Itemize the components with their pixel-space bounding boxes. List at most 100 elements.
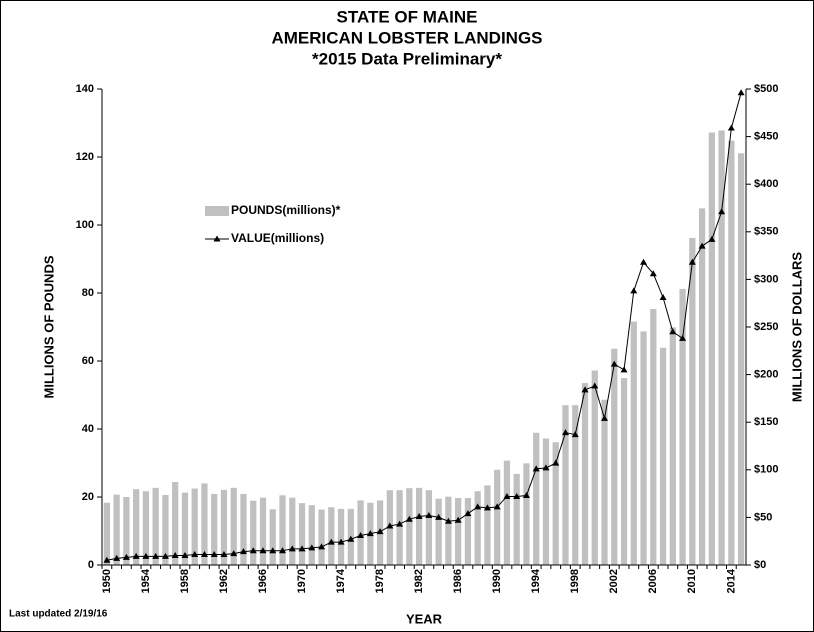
y2-tick-label: $300 bbox=[754, 273, 778, 285]
bar bbox=[464, 498, 472, 565]
footnote: Last updated 2/19/16 bbox=[9, 609, 108, 620]
bar bbox=[572, 405, 579, 565]
value-marker bbox=[601, 414, 609, 421]
value-marker bbox=[464, 510, 472, 517]
bar bbox=[162, 494, 169, 565]
value-marker bbox=[659, 293, 667, 300]
x-tick-label: 1970 bbox=[296, 569, 308, 593]
x-tick-label: 2006 bbox=[647, 569, 659, 593]
value-marker bbox=[620, 366, 628, 373]
value-marker bbox=[269, 547, 277, 554]
bar bbox=[523, 463, 530, 565]
bar bbox=[181, 492, 189, 565]
bar bbox=[396, 490, 403, 565]
value-marker bbox=[396, 520, 404, 527]
bar bbox=[630, 321, 637, 565]
bar bbox=[445, 496, 452, 565]
value-marker bbox=[571, 431, 579, 438]
value-marker bbox=[191, 551, 199, 558]
bar bbox=[689, 237, 696, 566]
value-marker bbox=[122, 553, 130, 560]
value-marker bbox=[288, 545, 296, 552]
value-marker bbox=[171, 551, 179, 558]
bar bbox=[552, 442, 559, 565]
value-marker bbox=[357, 531, 365, 538]
value-marker bbox=[532, 465, 540, 472]
value-marker bbox=[318, 543, 326, 550]
bar bbox=[113, 494, 120, 565]
bar bbox=[533, 432, 540, 565]
x-tick-label: 1982 bbox=[413, 569, 425, 593]
value-marker bbox=[669, 328, 677, 335]
bar bbox=[650, 308, 657, 565]
value-marker bbox=[230, 550, 238, 557]
bar bbox=[435, 498, 442, 565]
value-marker bbox=[679, 334, 687, 341]
value-marker bbox=[610, 360, 618, 367]
bar bbox=[611, 348, 618, 565]
value-marker bbox=[542, 464, 550, 471]
bar bbox=[718, 130, 725, 566]
legend-marker bbox=[213, 235, 221, 242]
value-marker bbox=[415, 512, 423, 519]
bar bbox=[240, 493, 247, 565]
chart-title: STATE OF MAINE bbox=[336, 7, 477, 26]
bar bbox=[415, 487, 423, 565]
chart-title: AMERICAN LOBSTER LANDINGS bbox=[271, 28, 542, 47]
value-marker bbox=[493, 503, 501, 510]
value-marker bbox=[405, 515, 413, 522]
value-marker bbox=[142, 552, 150, 559]
bar bbox=[211, 493, 218, 565]
value-marker bbox=[366, 530, 374, 537]
x-tick-label: 1998 bbox=[569, 569, 581, 593]
value-marker bbox=[649, 270, 657, 277]
value-marker bbox=[376, 528, 384, 535]
value-marker bbox=[444, 517, 452, 524]
value-marker bbox=[454, 516, 462, 523]
bar bbox=[152, 487, 159, 565]
value-marker bbox=[581, 386, 589, 393]
bar bbox=[562, 405, 569, 565]
value-marker bbox=[113, 554, 121, 561]
x-tick-label: 2002 bbox=[608, 569, 620, 593]
bar bbox=[298, 503, 306, 565]
y-tick-label: 60 bbox=[82, 355, 94, 367]
bar bbox=[318, 509, 325, 565]
bar bbox=[659, 347, 667, 565]
bar bbox=[220, 489, 228, 565]
x-tick-label: 1994 bbox=[530, 568, 542, 593]
y2-axis-label: MILLIONS OF DOLLARS bbox=[789, 252, 804, 403]
bar bbox=[123, 497, 130, 565]
bar bbox=[669, 327, 676, 565]
value-marker bbox=[727, 124, 735, 131]
x-tick-label: 1958 bbox=[179, 569, 191, 593]
value-marker bbox=[561, 429, 569, 436]
bar bbox=[191, 488, 198, 565]
y2-tick-label: $500 bbox=[754, 83, 778, 95]
y2-tick-label: $400 bbox=[754, 178, 778, 190]
x-tick-label: 2010 bbox=[686, 569, 698, 593]
value-marker bbox=[474, 503, 482, 510]
value-marker bbox=[239, 548, 247, 555]
value-marker bbox=[161, 552, 169, 559]
value-marker bbox=[386, 522, 394, 529]
x-tick-label: 1954 bbox=[140, 568, 152, 593]
value-marker bbox=[152, 552, 160, 559]
value-marker bbox=[347, 535, 355, 542]
y-tick-label: 80 bbox=[82, 287, 94, 299]
value-marker bbox=[630, 287, 638, 294]
bar bbox=[542, 438, 550, 565]
x-tick-label: 1990 bbox=[491, 569, 503, 593]
y2-tick-label: $350 bbox=[754, 226, 778, 238]
y-tick-label: 40 bbox=[82, 423, 94, 435]
value-marker bbox=[483, 504, 491, 511]
bar bbox=[494, 469, 501, 565]
bar bbox=[133, 489, 140, 565]
value-marker bbox=[220, 551, 228, 558]
value-marker bbox=[591, 382, 599, 389]
value-marker bbox=[708, 235, 716, 242]
value-marker bbox=[298, 545, 306, 552]
value-marker bbox=[337, 538, 345, 545]
bar bbox=[103, 502, 111, 565]
value-marker bbox=[513, 492, 521, 499]
